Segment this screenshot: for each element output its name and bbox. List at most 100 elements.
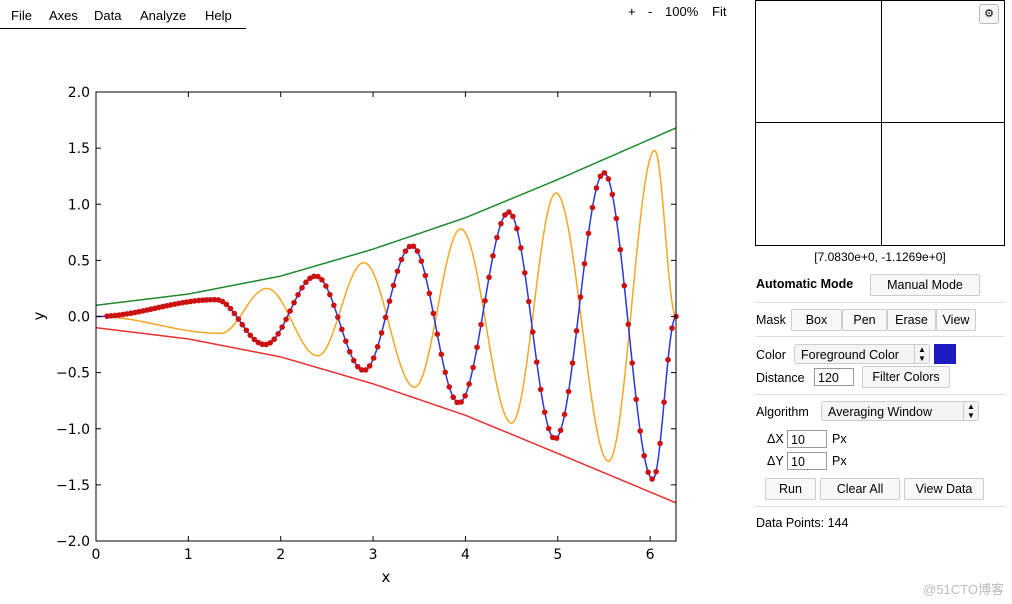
run-button[interactable]: Run bbox=[765, 478, 816, 500]
digitized-point[interactable] bbox=[398, 256, 405, 263]
digitized-point[interactable] bbox=[545, 425, 552, 432]
digitized-point[interactable] bbox=[231, 310, 238, 317]
color-select[interactable]: Foreground Color ▲ ▼ bbox=[794, 344, 930, 364]
digitized-point[interactable] bbox=[279, 324, 285, 330]
digitized-point[interactable] bbox=[470, 364, 476, 371]
digitized-point[interactable] bbox=[585, 230, 592, 237]
automatic-mode-label[interactable]: Automatic Mode bbox=[756, 277, 854, 291]
digitized-point[interactable] bbox=[561, 411, 568, 418]
gear-icon[interactable]: ⚙ bbox=[979, 4, 999, 24]
digitized-point[interactable] bbox=[442, 369, 449, 376]
digitized-point[interactable] bbox=[323, 283, 329, 289]
digitized-point[interactable] bbox=[327, 291, 333, 298]
digitized-point[interactable] bbox=[211, 296, 218, 303]
digitized-point[interactable] bbox=[291, 299, 297, 306]
digitized-point[interactable] bbox=[621, 282, 628, 289]
digitized-point[interactable] bbox=[335, 314, 341, 320]
magnifier-view[interactable]: ⚙ bbox=[755, 0, 1005, 246]
zoom-out-button[interactable]: - bbox=[648, 4, 653, 19]
digitized-point[interactable] bbox=[609, 191, 616, 198]
digitized-point[interactable] bbox=[557, 427, 564, 434]
digitized-point[interactable] bbox=[247, 332, 254, 339]
digitized-point[interactable] bbox=[207, 296, 214, 303]
digitized-point[interactable] bbox=[518, 245, 524, 251]
digitized-point[interactable] bbox=[243, 327, 250, 334]
digitized-point[interactable] bbox=[283, 316, 289, 323]
digitized-point[interactable] bbox=[541, 409, 548, 415]
digitized-point[interactable] bbox=[498, 220, 504, 227]
mask-view-button[interactable]: View bbox=[936, 309, 976, 331]
digitized-point[interactable] bbox=[239, 321, 246, 328]
digitized-point[interactable] bbox=[235, 316, 242, 322]
digitized-point[interactable] bbox=[370, 355, 377, 361]
digitized-point[interactable] bbox=[418, 258, 425, 264]
digitized-point[interactable] bbox=[446, 384, 453, 390]
digitized-point[interactable] bbox=[104, 313, 110, 319]
digitized-point[interactable] bbox=[510, 213, 516, 220]
digitized-point[interactable] bbox=[271, 336, 277, 343]
digitized-point[interactable] bbox=[649, 476, 655, 482]
digitized-point[interactable] bbox=[303, 279, 309, 285]
digitized-point[interactable] bbox=[633, 396, 640, 403]
digitized-point[interactable] bbox=[378, 330, 385, 336]
digitized-point[interactable] bbox=[223, 301, 230, 308]
digitized-point[interactable] bbox=[227, 305, 234, 312]
digitized-point[interactable] bbox=[641, 452, 647, 459]
digitized-point[interactable] bbox=[597, 173, 604, 180]
digitized-point[interactable] bbox=[537, 386, 544, 393]
menu-data[interactable]: Data bbox=[94, 8, 122, 23]
digitized-point[interactable] bbox=[589, 204, 596, 211]
digitized-point[interactable] bbox=[458, 399, 464, 405]
digitized-point[interactable] bbox=[319, 277, 325, 283]
digitized-point[interactable] bbox=[342, 338, 349, 344]
digitized-point[interactable] bbox=[366, 363, 373, 369]
digitized-point[interactable] bbox=[462, 392, 468, 399]
mask-box-button[interactable]: Box bbox=[791, 309, 842, 331]
digitized-point[interactable] bbox=[605, 176, 612, 182]
digitized-point[interactable] bbox=[259, 341, 266, 348]
digitized-point[interactable] bbox=[645, 469, 651, 475]
digitized-point[interactable] bbox=[593, 185, 600, 191]
digitized-point[interactable] bbox=[386, 298, 393, 304]
digitized-point[interactable] bbox=[478, 321, 484, 328]
color-swatch[interactable] bbox=[934, 344, 956, 364]
digitized-point[interactable] bbox=[346, 348, 353, 355]
digitized-point[interactable] bbox=[577, 294, 584, 300]
digitized-point[interactable] bbox=[275, 331, 281, 337]
view-data-button[interactable]: View Data bbox=[904, 478, 984, 500]
digitized-point[interactable] bbox=[601, 170, 608, 176]
digitized-point[interactable] bbox=[422, 272, 429, 279]
menu-axes[interactable]: Axes bbox=[49, 8, 78, 23]
menu-help[interactable]: Help bbox=[205, 8, 232, 23]
digitized-point[interactable] bbox=[486, 274, 492, 281]
clear-all-button[interactable]: Clear All bbox=[820, 478, 900, 500]
digitized-point[interactable] bbox=[581, 261, 588, 267]
digitized-point[interactable] bbox=[669, 325, 675, 331]
digitized-point[interactable] bbox=[362, 367, 369, 373]
digitized-point[interactable] bbox=[506, 209, 512, 215]
digitized-point[interactable] bbox=[629, 360, 636, 366]
digitized-point[interactable] bbox=[661, 399, 667, 406]
digitized-point[interactable] bbox=[382, 314, 389, 321]
digitized-point[interactable] bbox=[490, 253, 496, 259]
digitized-point[interactable] bbox=[529, 329, 536, 335]
digitized-point[interactable] bbox=[653, 468, 659, 475]
mask-erase-button[interactable]: Erase bbox=[887, 309, 936, 331]
filter-colors-button[interactable]: Filter Colors bbox=[862, 366, 950, 388]
digitized-point[interactable] bbox=[199, 297, 206, 303]
digitized-point[interactable] bbox=[617, 246, 624, 253]
digitized-point[interactable] bbox=[565, 388, 572, 395]
digitized-point[interactable] bbox=[569, 360, 576, 366]
digitized-point[interactable] bbox=[450, 394, 457, 401]
digitized-point[interactable] bbox=[613, 215, 620, 222]
digitized-point[interactable] bbox=[482, 297, 488, 304]
digitized-point[interactable] bbox=[665, 356, 671, 363]
digitized-point[interactable] bbox=[267, 340, 273, 346]
digitized-point[interactable] bbox=[410, 243, 417, 250]
digitized-point[interactable] bbox=[438, 351, 445, 358]
digitized-point[interactable] bbox=[573, 328, 580, 334]
digitized-point[interactable] bbox=[522, 269, 528, 276]
digitized-point[interactable] bbox=[414, 248, 421, 254]
digitized-point[interactable] bbox=[657, 440, 663, 447]
digitized-point[interactable] bbox=[295, 291, 301, 298]
